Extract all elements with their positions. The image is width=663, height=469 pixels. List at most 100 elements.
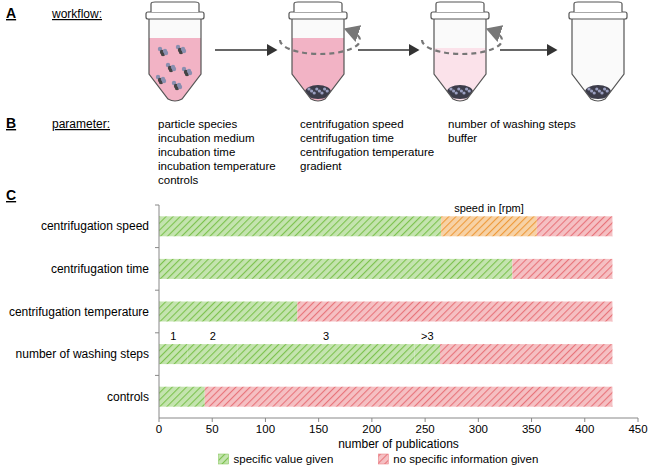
spin-arrow bbox=[422, 30, 502, 54]
parameter: incubation medium bbox=[158, 132, 255, 144]
pellet-dot bbox=[449, 87, 452, 90]
parameter: number of washing steps bbox=[448, 118, 576, 130]
bars bbox=[159, 216, 612, 406]
parameter: controls bbox=[158, 174, 199, 186]
category-tick bbox=[155, 247, 159, 248]
x-tick-label: 350 bbox=[522, 423, 541, 435]
particle bbox=[181, 47, 185, 51]
parameter: buffer bbox=[448, 132, 477, 144]
parameter: incubation temperature bbox=[158, 160, 276, 172]
tube bbox=[422, 2, 502, 118]
pellet-dot bbox=[307, 87, 310, 90]
x-tick bbox=[159, 418, 160, 422]
particle bbox=[177, 83, 181, 87]
particle bbox=[163, 49, 167, 53]
tube-rim bbox=[431, 12, 489, 19]
category-tick bbox=[155, 290, 159, 291]
legend-swatch bbox=[219, 454, 229, 464]
panel-label: C bbox=[6, 187, 16, 203]
bar-segment bbox=[297, 302, 612, 322]
bar-segment bbox=[159, 387, 205, 407]
category-tick bbox=[155, 375, 159, 376]
tube-outline bbox=[292, 18, 344, 101]
x-tick-label: 0 bbox=[156, 423, 162, 435]
parameter: centrifugation time bbox=[300, 132, 394, 144]
x-tick bbox=[265, 418, 266, 422]
pellet-dot bbox=[320, 91, 323, 94]
x-tick-label: 150 bbox=[309, 423, 328, 435]
category-tick bbox=[155, 205, 159, 206]
particle bbox=[161, 77, 165, 81]
x-tick bbox=[531, 418, 532, 422]
parameter: gradient bbox=[300, 160, 342, 172]
x-axis bbox=[159, 418, 638, 419]
tube-liquid bbox=[148, 38, 202, 108]
x-tick bbox=[212, 418, 213, 422]
pellet-dot bbox=[455, 91, 458, 94]
legend: specific value given no specific informat… bbox=[219, 453, 539, 465]
pellet-dot bbox=[595, 87, 598, 90]
particle bbox=[187, 69, 191, 73]
pellet-dot bbox=[452, 89, 455, 92]
pellet-dot bbox=[310, 89, 313, 92]
x-tick bbox=[478, 418, 479, 422]
segment-annotation: >3 bbox=[421, 330, 434, 342]
bar-segment bbox=[205, 387, 613, 407]
segment-annotation: 1 bbox=[170, 330, 176, 342]
category-label: centrifugation time bbox=[51, 262, 149, 276]
parameter: incubation time bbox=[158, 146, 235, 158]
pellet-dot bbox=[326, 89, 329, 92]
x-tick-label: 100 bbox=[256, 423, 275, 435]
tube-rim bbox=[289, 12, 347, 19]
parameter: centrifugation temperature bbox=[300, 146, 434, 158]
bar-segment bbox=[414, 344, 440, 364]
x-tick bbox=[371, 418, 372, 422]
pellet-dot bbox=[468, 89, 471, 92]
bar-segment bbox=[188, 344, 238, 364]
legend-label: no specific information given bbox=[393, 453, 538, 465]
flow-arrow bbox=[215, 49, 276, 51]
tube-body bbox=[572, 18, 624, 101]
tube bbox=[569, 2, 627, 101]
segment-annotation: 3 bbox=[323, 330, 329, 342]
x-tick-label: 250 bbox=[416, 423, 435, 435]
bar-segment bbox=[440, 344, 612, 364]
tube-cap bbox=[151, 2, 199, 12]
category-label: centrifugation temperature bbox=[9, 305, 149, 319]
x-tick-label: 400 bbox=[575, 423, 594, 435]
tube bbox=[146, 2, 204, 108]
tube-cap bbox=[574, 2, 622, 12]
x-tick bbox=[425, 418, 426, 422]
parameter: centrifugation speed bbox=[300, 118, 404, 130]
tube-outline bbox=[572, 18, 624, 101]
figure: Aworkflow:Bparameter:particle speciesinc… bbox=[0, 0, 663, 469]
tube bbox=[280, 2, 360, 108]
bar-segment bbox=[159, 259, 512, 279]
bar-segment bbox=[159, 302, 297, 322]
legend-label: specific value given bbox=[234, 453, 334, 465]
spin-arrow bbox=[280, 30, 360, 54]
category-label: controls bbox=[107, 390, 149, 404]
pellet-dot bbox=[462, 91, 465, 94]
panel-title: parameter: bbox=[52, 117, 110, 131]
tube-liquid bbox=[291, 38, 345, 108]
pellet-dot bbox=[457, 87, 460, 90]
x-tick-label: 450 bbox=[628, 423, 647, 435]
pellet-dot bbox=[315, 87, 318, 90]
tube-outline bbox=[434, 18, 486, 101]
pellet-dot bbox=[598, 89, 601, 92]
pellet-dot bbox=[600, 91, 603, 94]
pellet-dot bbox=[606, 89, 609, 92]
x-tick bbox=[318, 418, 319, 422]
x-tick-label: 300 bbox=[469, 423, 488, 435]
category-tick bbox=[155, 332, 159, 333]
category-label: centrifugation speed bbox=[41, 219, 149, 233]
pellet-dot bbox=[460, 89, 463, 92]
panel-title: workflow: bbox=[51, 7, 102, 21]
segment-annotation: speed in [rpm] bbox=[454, 202, 524, 214]
flow-arrow bbox=[500, 49, 556, 51]
y-axis bbox=[159, 205, 160, 418]
x-tick-label: 50 bbox=[206, 423, 219, 435]
tube-rim bbox=[569, 12, 627, 19]
panel-label: A bbox=[6, 5, 16, 21]
